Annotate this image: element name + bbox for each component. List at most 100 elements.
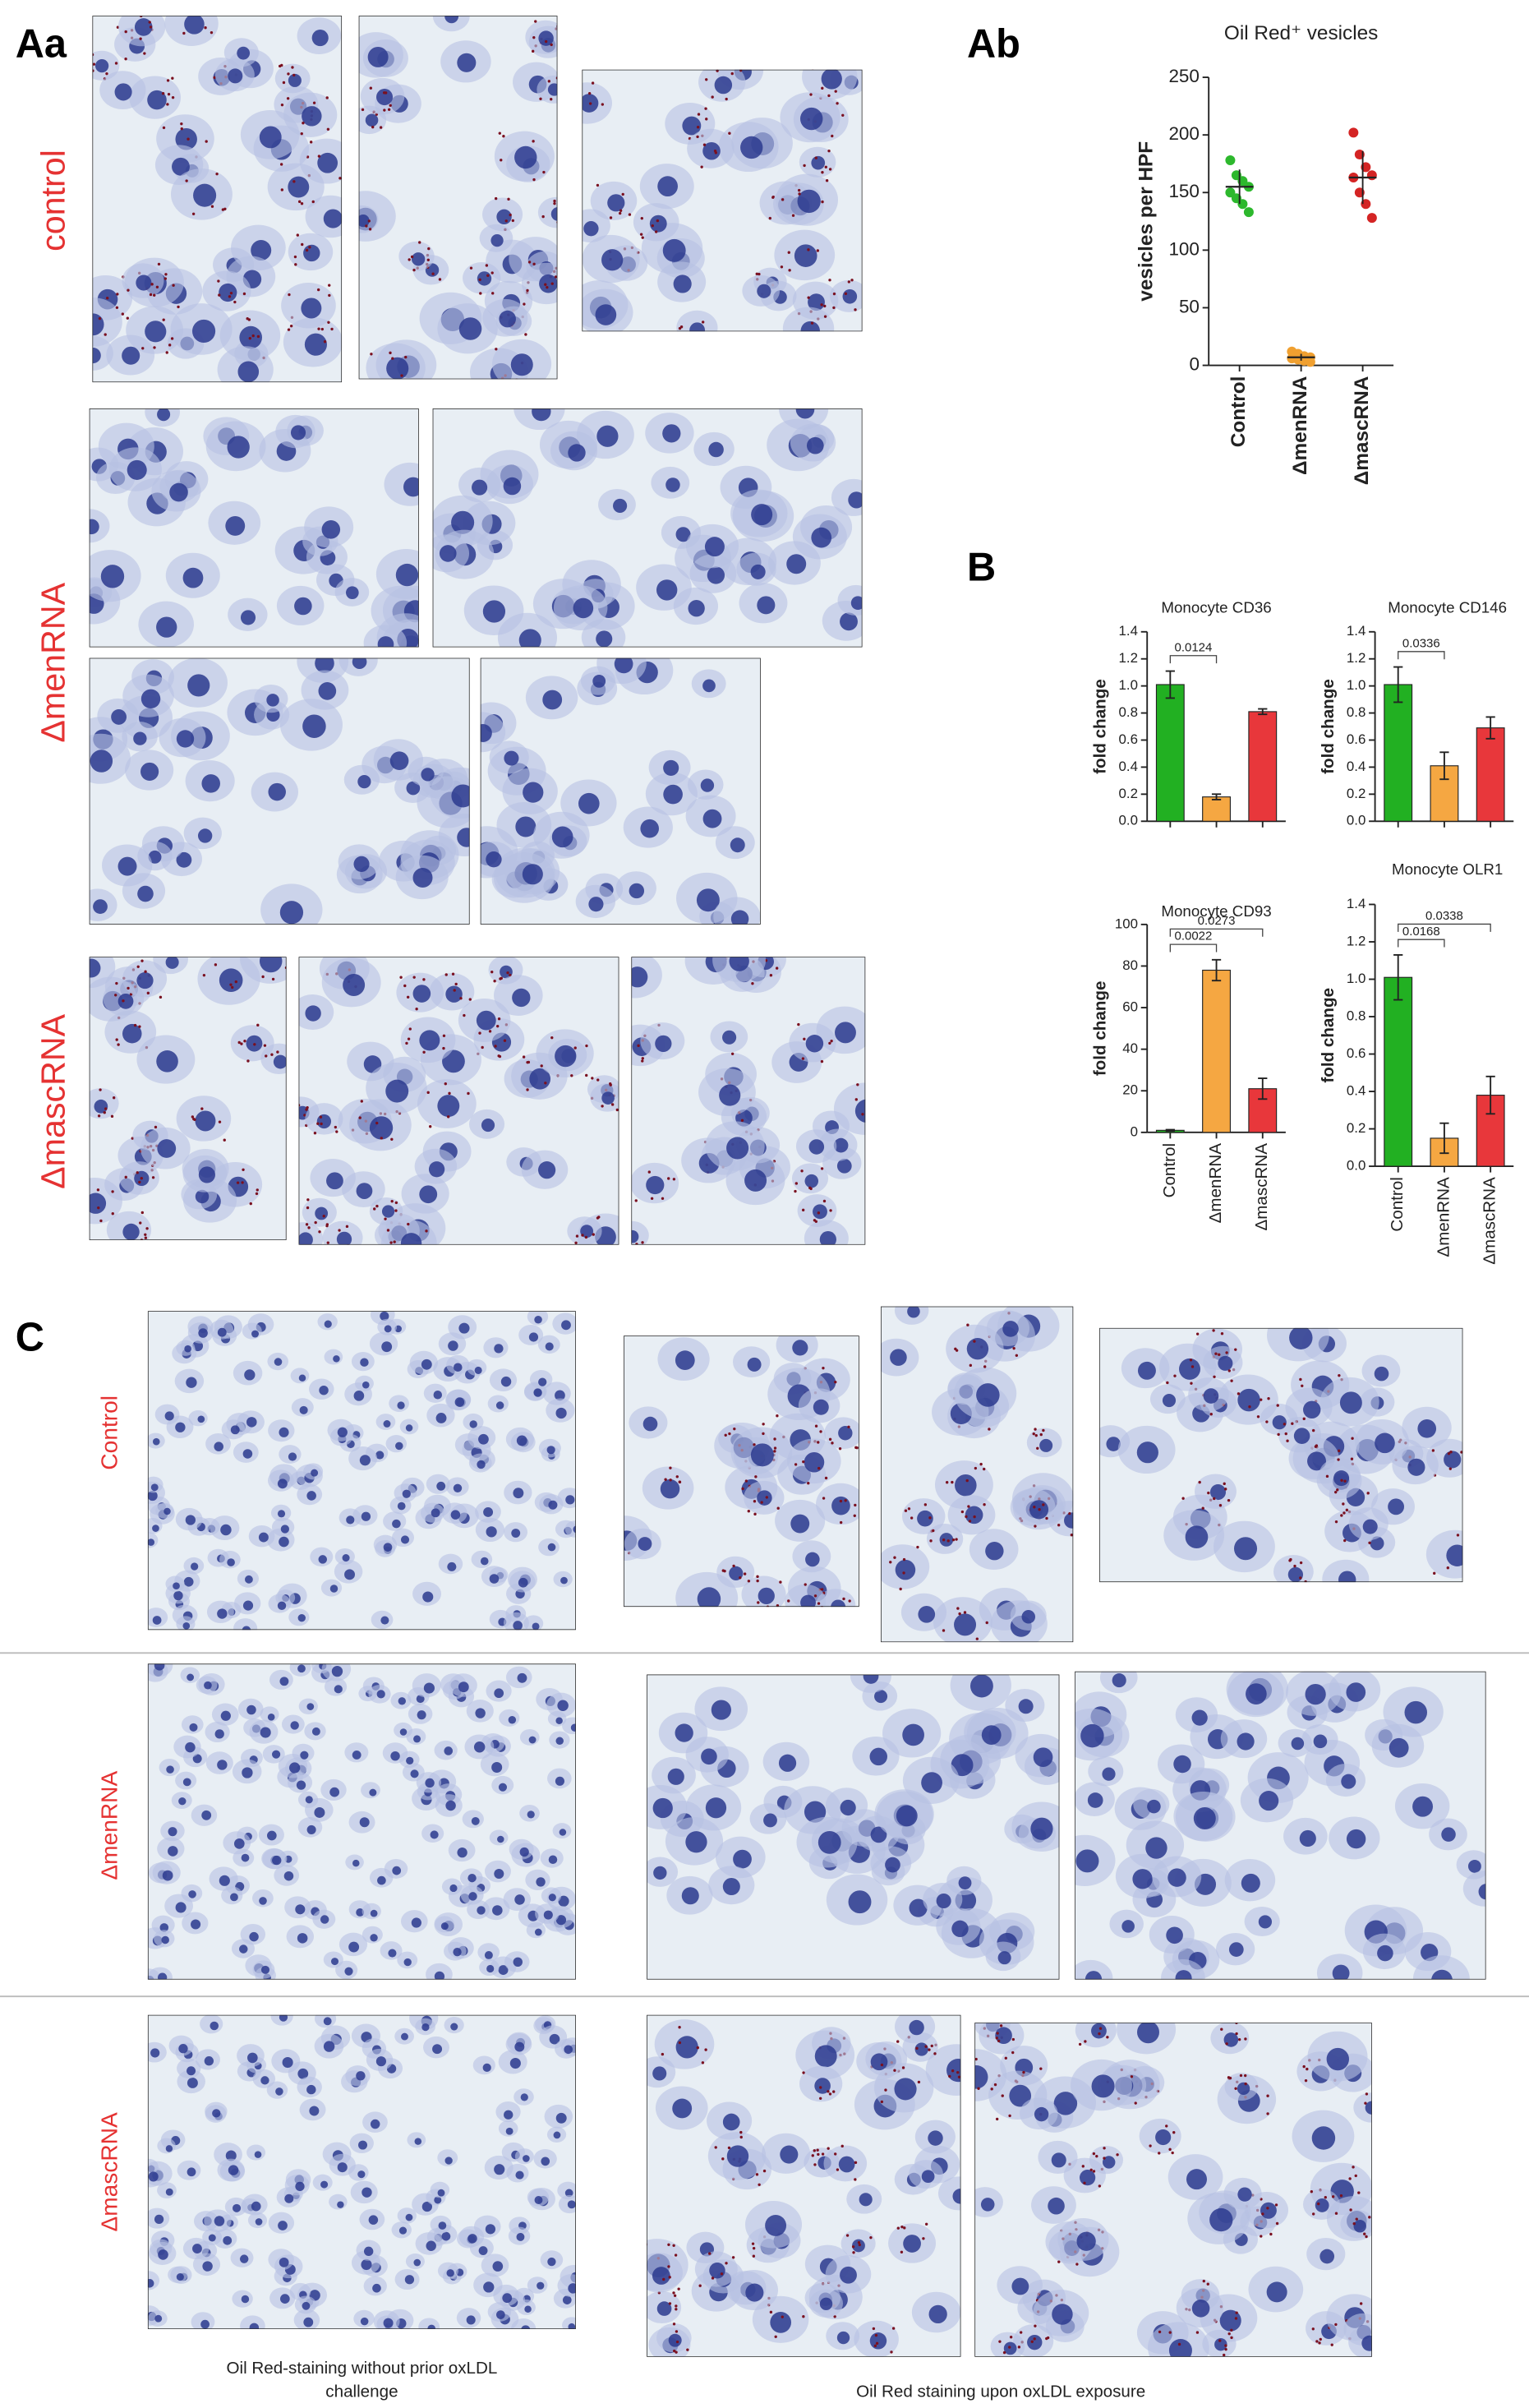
micrograph: [147, 2014, 576, 2330]
lipid-droplet: [985, 1621, 988, 1625]
nucleus: [510, 353, 533, 376]
lipid-droplet: [218, 293, 221, 297]
lipid-droplet: [807, 296, 810, 299]
nucleus: [559, 1829, 567, 1836]
nucleus: [1033, 1747, 1053, 1768]
lipid-droplet: [983, 1365, 987, 1368]
lipid-droplet: [824, 335, 827, 338]
nucleus: [792, 1340, 808, 1356]
nucleus: [1305, 1683, 1326, 1705]
lipid-droplet: [408, 1027, 412, 1031]
lipid-droplet: [747, 1510, 750, 1513]
nucleus: [596, 630, 613, 648]
lipid-droplet: [617, 1546, 619, 1548]
nucleus: [323, 2017, 332, 2026]
lipid-droplet: [753, 1500, 757, 1503]
lipid-droplet: [675, 2340, 679, 2344]
nucleus: [1121, 1920, 1135, 1933]
lipid-droplet: [210, 30, 214, 35]
lipid-droplet: [827, 94, 831, 98]
lipid-droplet: [210, 205, 214, 208]
lipid-droplet: [117, 1043, 120, 1046]
nucleus: [514, 1894, 525, 1905]
error-bar: [1258, 708, 1268, 716]
nucleus: [405, 2213, 413, 2221]
nucleus: [466, 2315, 476, 2325]
nucleus: [356, 2071, 366, 2081]
nucleus: [303, 244, 320, 262]
lipid-droplet: [621, 192, 624, 196]
lipid-droplet: [138, 1180, 141, 1184]
lipid-droplet: [977, 2087, 980, 2090]
lipid-droplet: [215, 172, 219, 176]
nucleus: [831, 1496, 850, 1515]
lipid-droplet: [698, 2284, 702, 2287]
nucleus: [573, 1525, 576, 1534]
lipid-droplet: [1310, 2190, 1314, 2193]
nucleus: [498, 1783, 508, 1792]
lipid-droplet: [644, 2277, 647, 2279]
lipid-droplet: [1325, 1474, 1329, 1478]
lipid-droplet: [822, 1366, 825, 1370]
lipid-droplet: [524, 333, 527, 336]
lipid-droplet: [1158, 2330, 1162, 2334]
nucleus: [1289, 1327, 1313, 1350]
nucleus: [168, 1846, 178, 1857]
lipid-droplet: [1260, 2235, 1263, 2238]
lipid-droplet: [390, 1137, 394, 1141]
lipid-droplet: [945, 1481, 949, 1484]
x-tick-label: ΔmascRNA: [1481, 1177, 1499, 1265]
lipid-droplet: [187, 137, 190, 141]
lipid-droplet: [319, 1115, 323, 1119]
nucleus: [1203, 1388, 1219, 1404]
nucleus: [230, 1893, 238, 1902]
lipid-droplet: [270, 1053, 274, 1056]
nucleus: [513, 1621, 523, 1631]
lipid-droplet: [442, 1034, 446, 1037]
p-value: 0.0168: [1402, 925, 1440, 939]
nucleus: [547, 2257, 556, 2267]
nucleus: [467, 2234, 477, 2244]
nucleus: [657, 176, 678, 197]
nucleus: [288, 73, 302, 87]
lipid-droplet: [900, 2225, 904, 2229]
nucleus: [652, 1797, 673, 1819]
micrograph: [89, 657, 470, 925]
nucleus: [398, 2226, 408, 2235]
lipid-droplet: [756, 1579, 759, 1583]
nucleus: [504, 750, 519, 766]
nucleus: [274, 1358, 283, 1366]
lipid-droplet: [850, 279, 854, 282]
lipid-droplet: [1173, 1374, 1177, 1377]
lipid-droplet: [700, 165, 703, 168]
nucleus: [836, 2331, 850, 2345]
lipid-droplet: [115, 981, 118, 985]
cell: [782, 307, 835, 332]
lipid-droplet: [1431, 1449, 1435, 1452]
nucleus: [778, 1754, 797, 1772]
y-tick-label: 0.6: [1347, 1045, 1366, 1061]
lipid-droplet: [955, 1349, 959, 1352]
lipid-droplet: [148, 21, 151, 24]
nucleus: [172, 157, 190, 176]
lipid-droplet: [725, 97, 728, 101]
micrograph: [89, 408, 419, 648]
nucleus: [220, 1710, 231, 1721]
lipid-droplet: [1267, 1397, 1270, 1400]
nucleus: [662, 424, 681, 443]
lipid-droplet: [781, 198, 785, 201]
lipid-droplet: [326, 1241, 329, 1244]
nucleus: [390, 1751, 400, 1761]
lipid-droplet: [306, 1106, 309, 1109]
lipid-droplet: [328, 293, 331, 298]
nucleus: [688, 600, 705, 617]
nucleus: [280, 1525, 290, 1534]
nucleus: [277, 1601, 287, 1611]
nucleus: [365, 113, 379, 127]
lipid-droplet: [1244, 2074, 1247, 2078]
lipid-droplet: [390, 1199, 394, 1203]
nucleus: [1075, 1849, 1099, 1873]
nucleus: [1303, 1400, 1321, 1419]
lipid-droplet: [1218, 1353, 1221, 1356]
lipid-droplet: [768, 216, 771, 220]
